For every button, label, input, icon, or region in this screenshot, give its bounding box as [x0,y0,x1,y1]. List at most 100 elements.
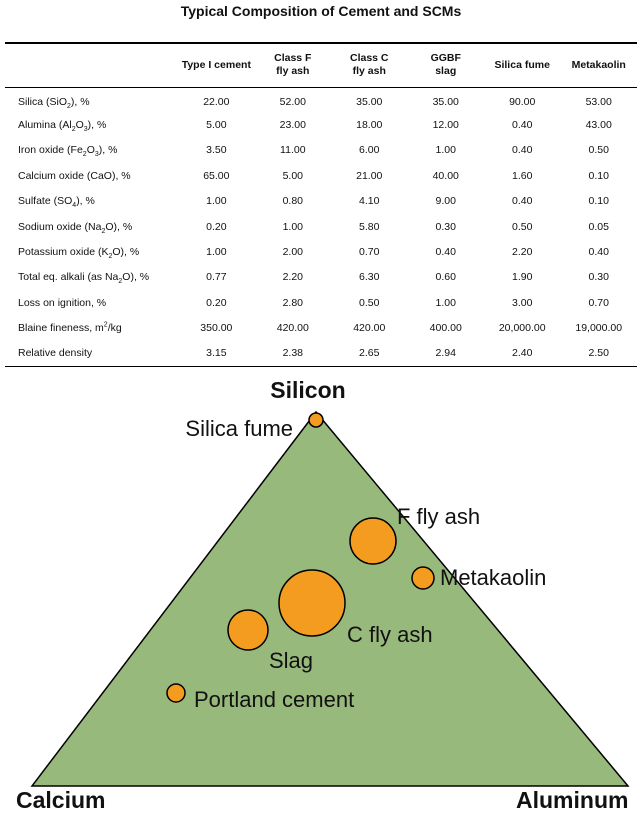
table-cell: 2.00 [282,246,304,259]
table-cell: 4.10 [359,195,380,208]
table-cell: 20,000.00 [498,322,546,335]
row-label: Relative density [5,340,179,367]
table-row: Silica (SiO2), % 22.00 52.00 35.00 35.00 90.0… [5,87,637,112]
table-cell: 0.30 [435,220,456,233]
table-cell: 420.00 [276,322,309,335]
table-cell: 0.50 [359,296,380,309]
table-cell: 9.00 [435,195,456,208]
label-portland-cement: Portland cement [194,687,354,712]
material-slag: Slag [227,609,313,673]
label-f-fly-ash: F fly ash [397,504,480,529]
row-label: Iron oxide (Fe2O3), % [18,144,118,159]
column-header-line: Class C [350,52,389,65]
table-cell: 0.40 [588,246,609,259]
table-cell: 3.15 [178,340,255,367]
table-cell: 400.00 [429,322,462,335]
row-label: Loss on ignition, % [18,296,107,309]
vertex-label-calcium: Calcium [16,787,105,813]
table-cell: 1.00 [282,220,304,233]
table-row: Loss on ignition, % 0.20 2.80 0.50 1.00 3.00 0… [5,290,637,315]
material-metakaolin: Metakaolin [411,565,546,590]
row-label: Potassium oxide (K2O), % [18,246,140,261]
table-cell: 0.80 [282,195,304,208]
column-header-line: Class F [274,52,312,65]
table-cell: 65.00 [203,169,230,182]
column-header-line: GGBF [430,52,461,65]
table-cell: 6.00 [359,144,380,157]
table-cell: 11.00 [280,144,306,157]
table-cell: 0.40 [435,246,456,259]
table-cell: 40.00 [432,169,459,182]
table-cell: 2.94 [407,340,484,367]
table-cell: 0.10 [588,169,609,182]
table-cell: 22.00 [203,95,230,108]
table-cell: 0.50 [511,220,533,233]
column-header-6: Metakaolin [560,42,637,88]
column-header-line: Silica fume [494,58,550,71]
material-silica-fume: Silica fume [185,412,324,441]
table-cell: 90.00 [509,95,536,108]
table-cell: 6.30 [359,271,380,284]
column-header-line: Type I cement [181,58,251,71]
table-cell: 0.60 [435,271,456,284]
table-cell: 420.00 [353,322,386,335]
table-cell: 43.00 [585,119,612,132]
table-row: Relative density 3.15 2.38 2.65 2.94 2.40 2.50 [5,340,637,367]
row-label: Alumina (Al2O3), % [18,119,107,134]
label-slag: Slag [269,648,313,673]
table-cell: 2.65 [331,340,408,367]
table-row: Total eq. alkali (as Na2O), % 0.77 2.20 6.3… [5,265,637,290]
table-cell: 2.50 [560,340,637,367]
table-cell: 0.50 [588,144,609,157]
table-title: Typical Composition of Cement and SCMs [180,3,462,19]
table-row: Calcium oxide (CaO), % 65.00 5.00 21.00 40.0… [5,163,637,188]
table-cell: 0.10 [588,195,609,208]
column-header-line: slag [435,65,457,78]
table-row: Potassium oxide (K2O), % 1.00 2.00 0.70 0.40… [5,239,637,264]
table-row: Alumina (Al2O3), % 5.00 23.00 18.00 12.00 0.4… [5,112,637,137]
table-cell: 1.00 [435,296,456,309]
table-body: Silica (SiO2), % 22.00 52.00 35.00 35.00 90.0… [5,87,637,367]
column-header-line: fly ash [352,65,386,78]
label-c-fly-ash: C fly ash [347,622,433,647]
marker-metakaolin [411,566,435,590]
marker-f-fly-ash [349,517,397,565]
table-cell: 5.00 [282,169,304,182]
table-cell: 0.70 [359,246,380,259]
row-label: Calcium oxide (CaO), % [18,169,131,182]
row-label: Silica (SiO2), % [18,95,90,111]
table-cell: 21.00 [356,169,383,182]
row-label: Sodium oxide (Na2O), % [18,220,133,235]
table-cell: 0.05 [588,220,609,233]
table-cell: 2.20 [511,246,533,259]
column-header-5: Silica fume [483,42,561,88]
table-cell: 0.40 [511,119,533,132]
table-cell: 19,000.00 [575,322,623,335]
table-cell: 18.00 [356,119,383,132]
table-cell: 5.80 [359,220,380,233]
table-cell: 5.00 [206,119,227,132]
marker-portland-cement [166,683,186,703]
table-cell: 3.00 [511,296,533,309]
table-cell: 2.20 [282,271,304,284]
table-cell: 0.20 [206,220,227,233]
label-silica-fume: Silica fume [185,416,293,441]
table-cell: 0.40 [511,195,533,208]
column-header-4: GGBF slag [407,42,484,88]
table-cell: 350.00 [200,322,233,335]
marker-silica-fume [308,412,324,428]
table-row: Sulfate (SO4), % 1.00 0.80 4.10 9.00 0.40 0.10 [5,189,637,214]
marker-slag [227,609,269,651]
table-cell: 2.40 [483,340,561,367]
table-row: Sodium oxide (Na2O), % 0.20 1.00 5.80 0.30 0.… [5,214,637,239]
vertex-label-aluminum: Aluminum [516,787,628,813]
table-cell: 2.38 [254,340,332,367]
material-portland-cement: Portland cement [166,683,354,712]
table-cell: 52.00 [279,95,306,108]
table-cell: 0.77 [206,271,227,284]
label-metakaolin: Metakaolin [440,565,546,590]
